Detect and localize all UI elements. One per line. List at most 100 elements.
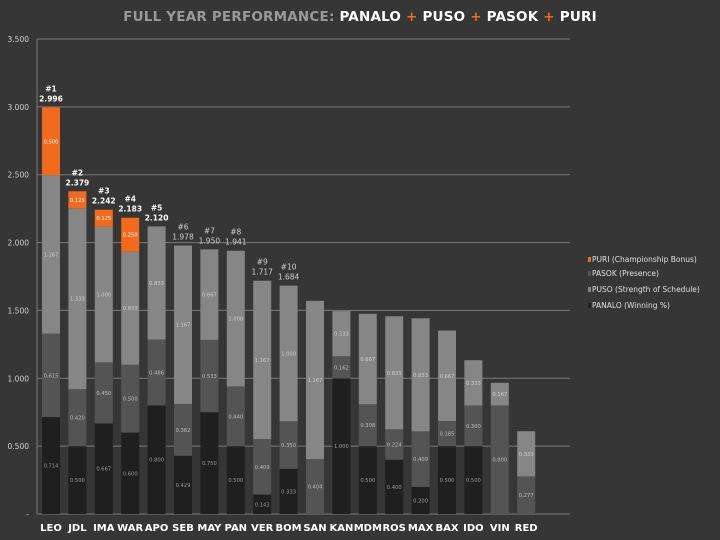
bar-segment-puso	[68, 208, 87, 390]
x-tick-label: LEO	[40, 523, 62, 534]
segment-value-label: 0.350	[281, 443, 296, 449]
total-label: 2.242	[92, 197, 116, 206]
segment-value-label: 0.300	[466, 424, 481, 430]
bar-segment-puso	[94, 226, 113, 363]
segment-value-label: 0.167	[492, 392, 507, 398]
bar-segment-puso	[174, 245, 192, 404]
bar-segment-puso	[306, 300, 324, 460]
bar-segment-panalo	[226, 446, 245, 514]
segment-value-label: 0.143	[255, 502, 270, 508]
total-label: 1.717	[251, 268, 273, 277]
bar-segment-panalo	[332, 378, 351, 514]
segment-value-label: 0.224	[387, 443, 403, 449]
bar-segment-pasok	[174, 403, 192, 456]
segment-value-label: 0.400	[387, 485, 402, 491]
segment-value-label: 0.500	[228, 478, 243, 484]
bar-segment-panalo	[200, 412, 219, 514]
legend-label-panalo: PANALO (Winning %)	[592, 301, 670, 310]
segment-value-label: 0.200	[413, 498, 428, 504]
total-label: 2.996	[39, 94, 63, 103]
total-label: 1.950	[199, 236, 221, 245]
segment-value-label: 0.800	[492, 458, 507, 464]
segment-value-label: 0.600	[123, 471, 138, 477]
bar-segment-puri	[68, 191, 87, 209]
bar-segment-pasok	[464, 405, 483, 447]
segment-value-label: 0.125	[96, 216, 111, 222]
x-tick-label: PAN	[225, 523, 248, 534]
segment-value-label: 1.167	[255, 358, 270, 364]
y-tick-label: 1.000	[8, 374, 30, 383]
segment-value-label: 0.833	[387, 371, 402, 377]
segment-value-label: 1.000	[228, 317, 243, 323]
legend-label-pasok: PASOK (Presence)	[592, 269, 659, 278]
segment-value-label: 0.833	[413, 373, 428, 379]
x-tick-label: MAY	[197, 523, 222, 534]
title-part-puso: PUSO	[422, 9, 466, 25]
bar-segment-panalo	[358, 446, 377, 514]
x-tick-label: SAN	[303, 523, 326, 534]
rank-label: #8	[230, 228, 241, 237]
bar-segment-puso	[517, 431, 536, 477]
y-tick-label: 3.500	[8, 35, 30, 44]
bar-segment-puri	[94, 209, 113, 227]
x-tick-label: MDM	[354, 523, 382, 534]
bar-segment-puri	[42, 107, 60, 176]
x-tick-label: BOM	[276, 523, 302, 534]
segment-value-label: 0.533	[202, 374, 217, 380]
bar-segment-panalo	[385, 459, 404, 514]
bar-segment-puso	[200, 249, 219, 340]
bar-segment-pasok	[226, 386, 245, 447]
segment-value-label: 0.409	[255, 465, 270, 471]
x-tick-label: IMA	[93, 523, 115, 534]
segment-value-label: 0.500	[466, 478, 481, 484]
segment-value-label: 0.333	[519, 452, 534, 458]
rank-label: #2	[72, 168, 84, 177]
chart-title: FULL YEAR PERFORMANCE: PANALO + PUSO + P…	[0, 9, 720, 25]
bar-segment-pasok	[438, 421, 456, 447]
bar-segment-pasok	[253, 439, 272, 495]
bar-segment-panalo	[464, 446, 483, 514]
bar-segment-puso	[279, 285, 298, 422]
segment-value-label: 0.382	[176, 428, 191, 434]
bar-segment-panalo	[438, 446, 456, 514]
bar-segment-pasok	[200, 339, 219, 413]
bar-segment-puso	[490, 382, 509, 406]
segment-value-label: 0.500	[44, 139, 59, 145]
bar-segment-pasok	[121, 364, 140, 433]
segment-value-label: 0.440	[228, 414, 243, 420]
bar-segment-pasok	[42, 333, 60, 418]
x-tick-label: SEB	[172, 523, 194, 534]
total-label: 2.183	[118, 205, 142, 214]
segment-value-label: 0.308	[360, 423, 375, 429]
bar-segment-panalo	[147, 405, 166, 514]
segment-value-label: 0.409	[413, 457, 428, 463]
y-tick-label: 0.500	[8, 442, 30, 451]
title-plus-2: +	[470, 9, 482, 25]
title-part-puri: PURI	[559, 9, 597, 25]
segment-value-label: 0.185	[440, 432, 455, 438]
segment-value-label: 1.333	[70, 297, 85, 303]
rank-label: #9	[257, 258, 268, 267]
x-tick-label: VIN	[490, 523, 510, 534]
bar-segment-puso	[358, 313, 377, 405]
bar-segment-panalo	[174, 455, 192, 514]
bar-segment-panalo	[253, 494, 272, 514]
segment-value-label: 0.500	[360, 478, 375, 484]
segment-value-label: 0.714	[44, 464, 60, 470]
legend-swatch-pasok	[588, 271, 591, 276]
bar-segment-panalo	[68, 446, 87, 514]
segment-value-label: 0.333	[466, 381, 481, 387]
rank-label: #6	[177, 223, 188, 232]
segment-value-label: 0.250	[123, 233, 138, 239]
segment-value-label: 0.162	[334, 365, 349, 371]
bar-segment-puso	[253, 280, 272, 440]
segment-value-label: 0.429	[176, 483, 191, 489]
legend-swatch-panalo	[588, 303, 591, 308]
bar-segment-panalo	[42, 417, 60, 514]
bar-segment-pasok	[358, 404, 377, 447]
bar-segment-puri	[121, 217, 140, 252]
bar-segment-pasok	[279, 421, 298, 469]
segment-value-label: 0.667	[440, 374, 455, 380]
y-tick-label: 2.000	[8, 239, 30, 248]
